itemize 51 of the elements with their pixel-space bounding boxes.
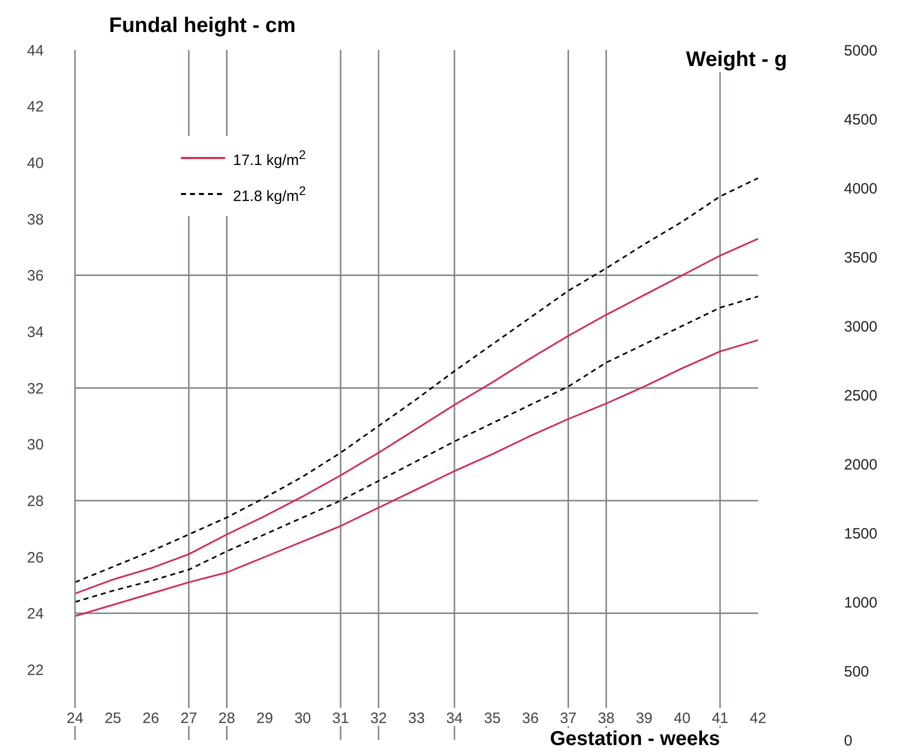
x-tick-label: 28	[218, 710, 236, 727]
y2-tick-label: 1500	[844, 525, 878, 542]
line-series	[75, 296, 758, 603]
x-tick-label: 42	[750, 710, 766, 727]
x-tick-label: 32	[370, 710, 387, 727]
x-axis-title: Gestation - weeks	[546, 728, 724, 751]
y-tick-label: 28	[27, 492, 44, 510]
x-tick-label: 41	[712, 710, 728, 727]
y-tick-label: 40	[27, 154, 44, 172]
x-tick-label: 24	[66, 710, 84, 727]
x-tick-label: 26	[142, 710, 160, 727]
y2-tick-label: 3000	[844, 318, 878, 336]
x-tick-label: 30	[294, 710, 312, 727]
line-series	[75, 177, 758, 584]
y2-tick-label: 2000	[844, 456, 878, 474]
y-tick-label: 30	[27, 436, 44, 454]
y2-tick-label: 3500	[844, 249, 878, 266]
y2-tick-label: 4000	[844, 180, 878, 198]
y-tick-label: 42	[27, 98, 44, 116]
y-tick-label: 34	[27, 324, 44, 341]
y-tick-label: 22	[27, 662, 44, 679]
x-tick-label: 31	[332, 710, 349, 727]
y-tick-label: 36	[27, 268, 44, 285]
x-tick-label: 36	[522, 710, 539, 727]
y-tick-label: 32	[27, 380, 44, 398]
y2-tick-label: 500	[844, 663, 870, 680]
x-tick-label: 29	[256, 710, 274, 727]
x-tick-label: 37	[560, 710, 577, 727]
y2-tick-label: 1000	[844, 594, 878, 612]
y2-tick-label: 2500	[844, 387, 878, 404]
line-series	[75, 238, 758, 594]
x-tick-label: 39	[636, 710, 653, 727]
legend-label: 17.1 kg/m$^{2}$	[233, 148, 306, 168]
y-tick-label: 44	[27, 42, 44, 60]
y2-axis-title: Weight - g	[680, 48, 794, 72]
x-tick-label: 38	[598, 710, 615, 727]
y2-tick-label: 4500	[844, 111, 878, 128]
legend-label: 21.8 kg/m$^{2}$	[233, 184, 306, 204]
y-tick-label: 26	[27, 549, 44, 566]
x-tick-label: 34	[446, 710, 463, 727]
x-tick-label: 35	[484, 710, 501, 727]
y-axis-title: Fundal height - cm	[103, 14, 302, 38]
y2-tick-label: 0	[844, 732, 852, 750]
y-tick-label: 24	[27, 606, 44, 623]
x-tick-label: 40	[674, 710, 690, 727]
y2-tick-label: 5000	[844, 42, 878, 60]
x-tick-label: 25	[104, 710, 122, 727]
line-series	[75, 339, 758, 617]
x-tick-label: 33	[408, 710, 425, 727]
y-tick-label: 38	[27, 211, 44, 228]
x-tick-label: 27	[180, 710, 198, 727]
